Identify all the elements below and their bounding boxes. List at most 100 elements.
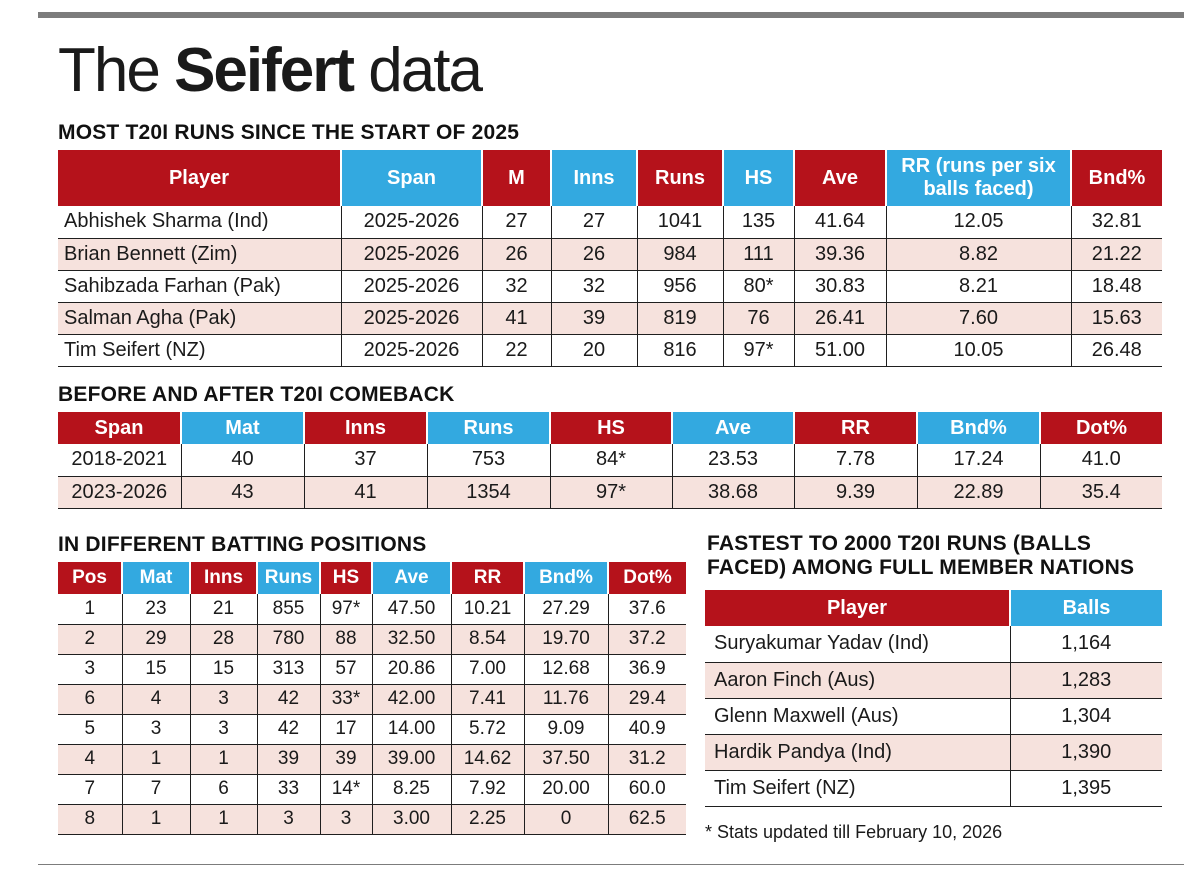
col-runs: Runs	[427, 412, 551, 444]
table-cell: 37.50	[524, 744, 609, 775]
table-row: Tim Seifert (NZ) 2025-2026 22 20 816 97* 51.00…	[58, 334, 1162, 367]
title-seifert: Seifert	[174, 36, 355, 105]
bottom-rule	[38, 864, 1184, 865]
table-header-row: Player Balls	[705, 590, 1162, 626]
table-cell: 23.53	[672, 444, 795, 477]
table-cell: 26	[551, 238, 638, 271]
table-cell: 7	[122, 774, 191, 805]
table-cell: Tim Seifert (NZ)	[58, 334, 342, 367]
table-cell: 5.72	[451, 714, 525, 745]
table-cell: 9.39	[794, 476, 918, 509]
col-inns: Inns	[551, 150, 638, 206]
table-cell: 32	[482, 270, 552, 303]
title-the: The	[58, 36, 161, 105]
table-cell: 37	[304, 444, 428, 477]
col-span: Span	[341, 150, 483, 206]
table-cell: 76	[723, 302, 795, 335]
table-row: Tim Seifert (NZ) 1,395	[705, 770, 1162, 807]
table-cell: 3	[257, 804, 321, 835]
col-ave: Ave	[794, 150, 887, 206]
table-cell: Salman Agha (Pak)	[58, 302, 342, 335]
table-row: Brian Bennett (Zim) 2025-2026 26 26 984 111 39…	[58, 238, 1162, 271]
col-bnd: Bnd%	[524, 562, 609, 594]
table-header-row: Span Mat Inns Runs HS Ave RR Bnd% Dot%	[58, 412, 1162, 444]
fastest-heading-line1: FASTEST TO 2000 T20I RUNS (BALLS	[707, 532, 1092, 555]
table-cell: 2025-2026	[341, 238, 483, 271]
table-cell: 1	[190, 804, 258, 835]
most-runs-table: Player Span M Inns Runs HS Ave RR (runs …	[58, 150, 1162, 367]
table-row: Aaron Finch (Aus) 1,283	[705, 662, 1162, 699]
col-balls: Balls	[1010, 590, 1162, 626]
table-cell: 97*	[550, 476, 673, 509]
col-m: M	[482, 150, 552, 206]
table-cell: 20.86	[372, 654, 452, 685]
table-cell: 97*	[723, 334, 795, 367]
table-cell: 21	[190, 594, 258, 625]
table-cell: 41	[482, 302, 552, 335]
table-cell: 38.68	[672, 476, 795, 509]
table-cell: 1,164	[1010, 626, 1162, 663]
col-span: Span	[58, 412, 182, 444]
table-cell: Brian Bennett (Zim)	[58, 238, 342, 271]
col-mat: Mat	[181, 412, 305, 444]
table-cell: 0	[524, 804, 609, 835]
table-cell: 7.00	[451, 654, 525, 685]
table-cell: 1	[58, 594, 123, 625]
table-cell: 2018-2021	[58, 444, 182, 477]
table-cell: 60.0	[608, 774, 686, 805]
table-cell: 2	[58, 624, 123, 655]
table-cell: 15	[122, 654, 191, 685]
table-cell: 43	[181, 476, 305, 509]
table-cell: 40.9	[608, 714, 686, 745]
table-row: Glenn Maxwell (Aus) 1,304	[705, 698, 1162, 735]
table-cell: 29	[122, 624, 191, 655]
col-player: Player	[58, 150, 342, 206]
col-dot: Dot%	[1040, 412, 1162, 444]
table-row: 2023-2026 43 41 1354 97* 38.68 9.39 22.89 35.4	[58, 476, 1162, 509]
table-cell: 17	[320, 714, 373, 745]
table-cell: 3	[190, 714, 258, 745]
comeback-heading: BEFORE AND AFTER T20I COMEBACK	[58, 383, 455, 406]
table-cell: 14.62	[451, 744, 525, 775]
table-cell: 42	[257, 684, 321, 715]
table-cell: 39.36	[794, 238, 887, 271]
col-ave: Ave	[672, 412, 795, 444]
table-cell: 19.70	[524, 624, 609, 655]
table-cell: 42	[257, 714, 321, 745]
table-cell: 39	[320, 744, 373, 775]
table-row: 2 29 28 780 88 32.50 8.54 19.70 37.2	[58, 624, 686, 655]
page-title: The Seifert data	[58, 36, 483, 106]
positions-heading: IN DIFFERENT BATTING POSITIONS	[58, 533, 427, 556]
table-cell: 3	[122, 714, 191, 745]
table-cell: 313	[257, 654, 321, 685]
table-row: 1 23 21 855 97* 47.50 10.21 27.29 37.6	[58, 594, 686, 625]
table-cell: 2025-2026	[341, 334, 483, 367]
table-row: Salman Agha (Pak) 2025-2026 41 39 819 76 26.41…	[58, 302, 1162, 335]
table-cell: 3	[58, 654, 123, 685]
table-row: Abhishek Sharma (Ind) 2025-2026 27 27 1041 13…	[58, 206, 1162, 239]
table-cell: Glenn Maxwell (Aus)	[705, 698, 1011, 735]
table-cell: 41.64	[794, 206, 887, 239]
col-rr: RR	[451, 562, 525, 594]
table-cell: 31.2	[608, 744, 686, 775]
table-cell: Suryakumar Yadav (Ind)	[705, 626, 1011, 663]
table-cell: 816	[637, 334, 724, 367]
table-cell: 5	[58, 714, 123, 745]
table-cell: 26.48	[1071, 334, 1162, 367]
table-cell: 8.25	[372, 774, 452, 805]
col-pos: Pos	[58, 562, 123, 594]
table-cell: 42.00	[372, 684, 452, 715]
table-cell: 80*	[723, 270, 795, 303]
table-cell: 27.29	[524, 594, 609, 625]
table-header-row: Pos Mat Inns Runs HS Ave RR Bnd% Dot%	[58, 562, 686, 594]
comeback-table: Span Mat Inns Runs HS Ave RR Bnd% Dot% 2…	[58, 412, 1162, 509]
table-cell: 33*	[320, 684, 373, 715]
table-cell: 956	[637, 270, 724, 303]
table-cell: 14.00	[372, 714, 452, 745]
table-row: 2018-2021 40 37 753 84* 23.53 7.78 17.24 41.0	[58, 444, 1162, 477]
fastest-table: Player Balls Suryakumar Yadav (Ind) 1,164…	[705, 590, 1162, 807]
table-cell: 9.09	[524, 714, 609, 745]
table-cell: 39	[551, 302, 638, 335]
table-cell: 1,390	[1010, 734, 1162, 771]
